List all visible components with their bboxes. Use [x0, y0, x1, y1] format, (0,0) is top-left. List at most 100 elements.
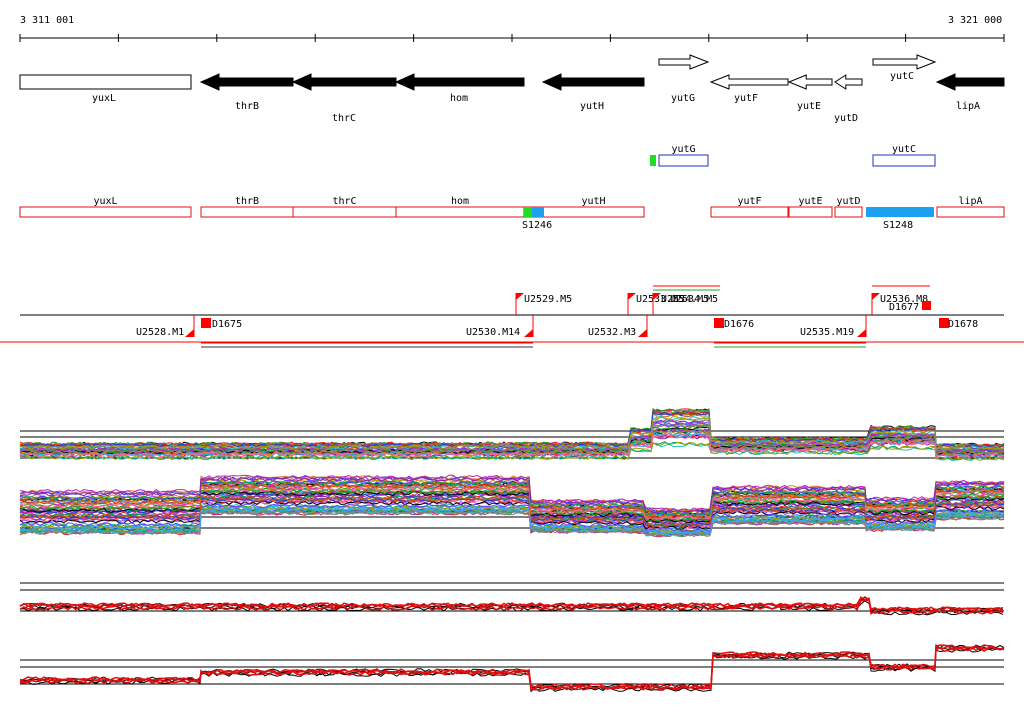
gene-label-hom: hom	[450, 93, 468, 104]
lower-marker-label: D1675	[212, 319, 242, 330]
lower-marker-label: D1676	[724, 319, 754, 330]
site-label: S1248	[883, 220, 913, 231]
lower-marker-label: D1678	[948, 319, 978, 330]
upper-marker-label: U2534.M5	[661, 294, 709, 305]
profile-trace	[19, 441, 1005, 461]
lower-marker-label: D1677	[889, 302, 919, 313]
profile-trace	[19, 506, 1005, 536]
gene-label-yutE: yutE	[797, 101, 821, 112]
profile-trace	[19, 496, 1005, 528]
gene-arrow-thrB	[199, 73, 294, 91]
profile-trace	[19, 497, 1005, 529]
lower-marker-block	[201, 318, 211, 328]
gene-label-thrC: thrC	[332, 113, 356, 124]
lower-marker-block	[714, 318, 724, 328]
gene-label-yutF: yutF	[734, 93, 758, 104]
ruler-start-label: 3 311 001	[20, 15, 74, 26]
reverse-transcript-lipA	[936, 206, 1005, 218]
profile-trace	[19, 510, 1005, 537]
lower-marker-label: U2535.M19	[800, 327, 854, 338]
reverse-transcript-label: yutH	[581, 196, 605, 207]
reverse-transcript-yutE	[788, 206, 833, 218]
profile-trace	[19, 480, 1005, 516]
reverse-transcript-thrC	[292, 206, 397, 218]
profile-trace	[19, 600, 1004, 616]
site-block-blue	[532, 207, 544, 217]
profile-trace	[19, 474, 1005, 512]
reverse-transcript-yutF	[710, 206, 789, 218]
upper-marker-flag	[653, 293, 661, 300]
gene-label-yutH: yutH	[580, 101, 604, 112]
profile-trace	[19, 482, 1005, 518]
profile-trace	[19, 490, 1005, 524]
reverse-transcript-thrB	[200, 206, 294, 218]
profile-trace	[19, 503, 1005, 533]
lower-marker-flag	[185, 329, 194, 337]
forward-transcript-yutC	[872, 154, 936, 167]
reverse-transcript-track: yuxL thrB thrC hom yutH yutF yutE yutD lipA S1246…	[19, 196, 1005, 231]
gene-arrow-yutE	[787, 74, 833, 90]
gene-label-yutD: yutD	[834, 113, 858, 124]
ruler-end-label: 3 321 000	[948, 15, 1002, 26]
expression-profile-forward	[19, 408, 1005, 462]
gene-arrow-lipA	[935, 73, 1005, 91]
reverse-transcript-label: lipA	[958, 196, 982, 207]
forward-transcript-track: yutG yutC	[650, 144, 936, 167]
gene-arrow-yutH	[541, 73, 645, 91]
lower-marker-flag	[524, 329, 533, 337]
forward-site-marker	[650, 155, 656, 166]
lower-marker-label: U2532.M3	[588, 327, 636, 338]
reverse-transcript-label: yutF	[737, 196, 761, 207]
upper-marker-flag	[628, 293, 636, 300]
upper-marker-label: U2529.M5	[524, 294, 572, 305]
profile-trace	[19, 423, 1005, 454]
reverse-transcript-label: thrB	[235, 196, 259, 207]
profile-trace	[19, 416, 1005, 451]
profile-trace	[19, 497, 1005, 529]
lower-marker-flag	[638, 329, 647, 337]
gene-arrow-hom	[394, 73, 525, 91]
profile-trace	[19, 411, 1005, 449]
ruler-ticks	[19, 34, 1005, 42]
lower-marker-label: U2530.M14	[466, 327, 520, 338]
reverse-transcript-hom	[395, 206, 525, 218]
reverse-transcript-label: yutE	[798, 196, 822, 207]
reverse-transcript-label: yutD	[836, 196, 860, 207]
profile-trace	[19, 476, 1005, 514]
gene-label-yuxL: yuxL	[92, 93, 116, 104]
coordinate-ruler: 3 311 001 3 321 000	[19, 15, 1005, 42]
reverse-transcript-label: yuxL	[93, 196, 117, 207]
expression-summary-reverse	[19, 644, 1005, 693]
profile-trace	[19, 646, 1005, 691]
forward-transcript-yutG	[658, 154, 709, 167]
upper-marker-label: U2533.M5	[636, 294, 684, 305]
reverse-transcript-label: hom	[451, 196, 469, 207]
lower-marker-label: U2528.M1	[136, 327, 184, 338]
profile-trace	[19, 486, 1005, 520]
reverse-transcript-label: thrC	[332, 196, 356, 207]
profile-trace	[19, 500, 1005, 531]
profile-trace	[19, 644, 1005, 689]
forward-transcript-label: yutC	[892, 144, 916, 155]
site-label: S1246	[522, 220, 552, 231]
gene-arrow-yutC	[872, 54, 937, 70]
reverse-transcript-yuxL	[19, 206, 192, 218]
gene-arrow-yutF	[709, 74, 789, 90]
gene-arrow-yuxL	[19, 74, 192, 90]
gene-label-yutG: yutG	[671, 93, 695, 104]
forward-transcript-label: yutG	[671, 144, 695, 155]
gene-track: yuxL thrB thrC hom yutH yutG yutF yutE yutD yutC l…	[19, 54, 1005, 124]
expression-profile-reverse	[19, 474, 1005, 538]
lower-marker-block	[922, 301, 931, 310]
upper-marker-label: U2536.M8	[880, 294, 928, 305]
upper-marker-flag	[516, 293, 524, 300]
gene-label-lipA: lipA	[956, 101, 980, 112]
reverse-transcript-yutD	[834, 206, 863, 218]
site-block-green	[524, 207, 532, 217]
gene-arrow-thrC	[291, 73, 397, 91]
upper-marker-flag	[872, 293, 880, 300]
upper-marker-label: U2534.M5	[670, 294, 718, 305]
lower-marker-flag	[857, 329, 866, 337]
